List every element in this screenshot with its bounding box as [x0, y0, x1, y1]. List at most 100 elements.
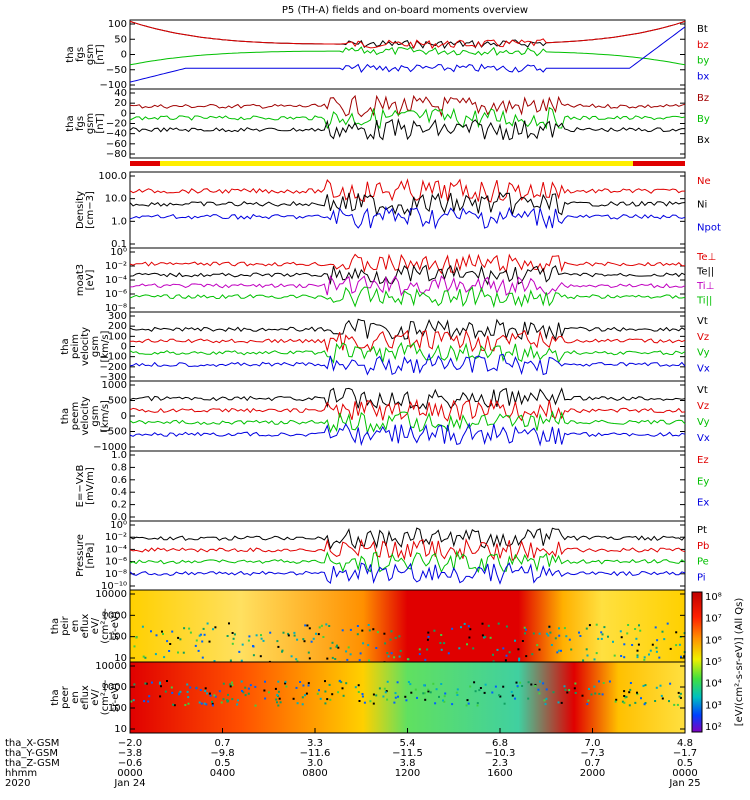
- mode-bar-segment: [160, 161, 633, 166]
- spectrogram-pixel: [598, 680, 600, 683]
- spectrogram-pixel: [340, 681, 343, 684]
- spectrogram-pixel: [409, 683, 412, 686]
- spectrogram-pixel: [466, 699, 469, 702]
- y-tick-label: 0.1: [111, 239, 127, 250]
- series-line-vz: [129, 329, 686, 353]
- spectrogram-pixel: [293, 631, 296, 634]
- spectrogram-pixel: [427, 688, 430, 691]
- spectrogram-pixel: [623, 690, 626, 693]
- legend-entry: Ez: [697, 455, 709, 466]
- legend-entry: Bx: [697, 135, 710, 146]
- spectrogram-pixel: [638, 624, 640, 627]
- spectrogram-pixel: [372, 693, 375, 696]
- spectrogram-pixel: [226, 699, 229, 702]
- spectrogram-pixel: [627, 624, 630, 626]
- x-row-label: hhmm: [5, 768, 37, 779]
- spectrogram-pixel: [548, 625, 551, 628]
- spectrogram-pixel: [655, 646, 658, 649]
- spectrogram-pixel: [644, 702, 647, 704]
- spectrogram-pixel: [228, 683, 231, 686]
- spectrogram-pixel: [232, 637, 235, 640]
- spectrogram-pixel: [524, 632, 526, 635]
- spectrogram-pixel: [424, 698, 427, 701]
- spectrogram-pixel: [642, 684, 645, 687]
- y-axis-label: [nT]: [95, 44, 106, 64]
- spectrogram-pixel: [514, 639, 516, 642]
- spectrogram-pixel: [481, 634, 484, 637]
- spectrogram-pixel: [319, 697, 322, 700]
- x-axis: tha_X-GSM −2.0 0.7 3.3 5.4 6.8 7.0 4.8 tha_Y-GSM…: [5, 728, 701, 789]
- legend-entry: Ti||: [696, 296, 712, 307]
- y-axis-label: eflux: [80, 614, 91, 639]
- spectrogram-pixel: [669, 647, 672, 650]
- y-tick-label: 10: [114, 724, 127, 735]
- spectrogram-pixel: [560, 649, 562, 652]
- spectrogram-pixel: [159, 695, 162, 698]
- mode-bar-segment: [130, 161, 160, 166]
- spectrogram-pixel: [398, 635, 401, 638]
- legend-entry: by: [697, 56, 709, 67]
- spectrogram-pixel: [433, 629, 436, 632]
- spectrogram-pixel: [542, 682, 545, 685]
- spectrogram-pixel: [334, 658, 337, 660]
- spectrogram-pixel: [264, 680, 266, 683]
- spectrogram-pixel: [277, 680, 280, 683]
- spectrogram-pixel: [525, 655, 528, 658]
- spectrogram-pixel: [472, 647, 475, 650]
- y-axis-label: peir: [60, 615, 71, 635]
- spectrogram-pixel: [247, 639, 250, 642]
- panel-temp: 10⁰ 10⁻² 10⁻⁴ 10⁻⁶ 10⁻⁸ moat3 [eV] Te⊥ Te|| Ti⊥ Ti…: [75, 247, 716, 314]
- spectrogram-pixel: [483, 636, 486, 639]
- panel-vel_e: 1000 500 0 −500 −1000 tha peem velocity gsm [km/s…: [60, 380, 710, 453]
- y-tick-label: 0.8: [111, 462, 127, 473]
- spectrogram-pixel: [276, 640, 279, 643]
- spectrogram-pixel: [222, 698, 225, 701]
- spectrogram-pixel: [538, 632, 541, 635]
- spectrogram-pixel: [148, 695, 151, 698]
- spectrogram-pixel: [393, 701, 396, 704]
- colorbar-tick: 10⁴: [705, 679, 722, 690]
- spectrogram-pixel: [473, 681, 476, 684]
- spectrogram-pixel: [545, 632, 548, 635]
- spectrogram-pixel: [601, 633, 604, 636]
- spectrogram-pixel: [177, 651, 179, 654]
- spectrogram-pixel: [182, 651, 185, 654]
- spectrogram-pixel: [372, 628, 375, 631]
- x-tick-label: 0000: [117, 768, 142, 779]
- y-tick-label: −40: [106, 129, 127, 140]
- spectrogram-pixel: [195, 639, 198, 642]
- spectrogram-pixel: [626, 632, 629, 635]
- spectrogram-pixel: [487, 624, 490, 627]
- spectrogram-pixel: [328, 683, 331, 686]
- spectrogram-pixel: [295, 686, 298, 689]
- spectrogram-pixel: [505, 654, 508, 657]
- spectrogram-pixel: [434, 702, 437, 705]
- spectrogram-pixel: [206, 622, 209, 625]
- panel-peer: 10000 1000 100 10 tha peer en eflux eV/(cm²-s-sr…: [50, 661, 686, 735]
- spectrogram-pixel: [252, 645, 255, 648]
- y-tick-label: 100: [108, 632, 127, 643]
- y-axis-label: gsm: [90, 336, 101, 357]
- spectrogram-pixel: [469, 685, 472, 688]
- y-tick-label: 0.4: [111, 487, 127, 498]
- x-tick-label: −0.6: [118, 758, 142, 769]
- spectrogram-pixel: [463, 622, 466, 625]
- spectrogram-pixel: [324, 680, 326, 683]
- spectrogram-pixel: [169, 643, 172, 645]
- spectrogram-pixel: [201, 656, 204, 659]
- spectrogram-pixel: [306, 624, 309, 627]
- spectrogram-pixel: [287, 634, 290, 637]
- y-tick-label: −500: [100, 427, 127, 438]
- y-tick-label: 200: [108, 321, 127, 332]
- legend-entry: Te||: [696, 267, 714, 278]
- spectrogram-pixel: [443, 700, 446, 703]
- spectrogram-pixel: [621, 700, 624, 703]
- spectrogram-pixel: [510, 690, 513, 693]
- spectrogram-pixel: [451, 627, 454, 630]
- y-axis-label: velocity: [80, 396, 91, 435]
- y-axis-label: en: [70, 691, 81, 704]
- spectrogram-pixel: [211, 702, 214, 705]
- spectrogram-pixel: [284, 680, 287, 683]
- spectrogram-pixel: [496, 648, 499, 651]
